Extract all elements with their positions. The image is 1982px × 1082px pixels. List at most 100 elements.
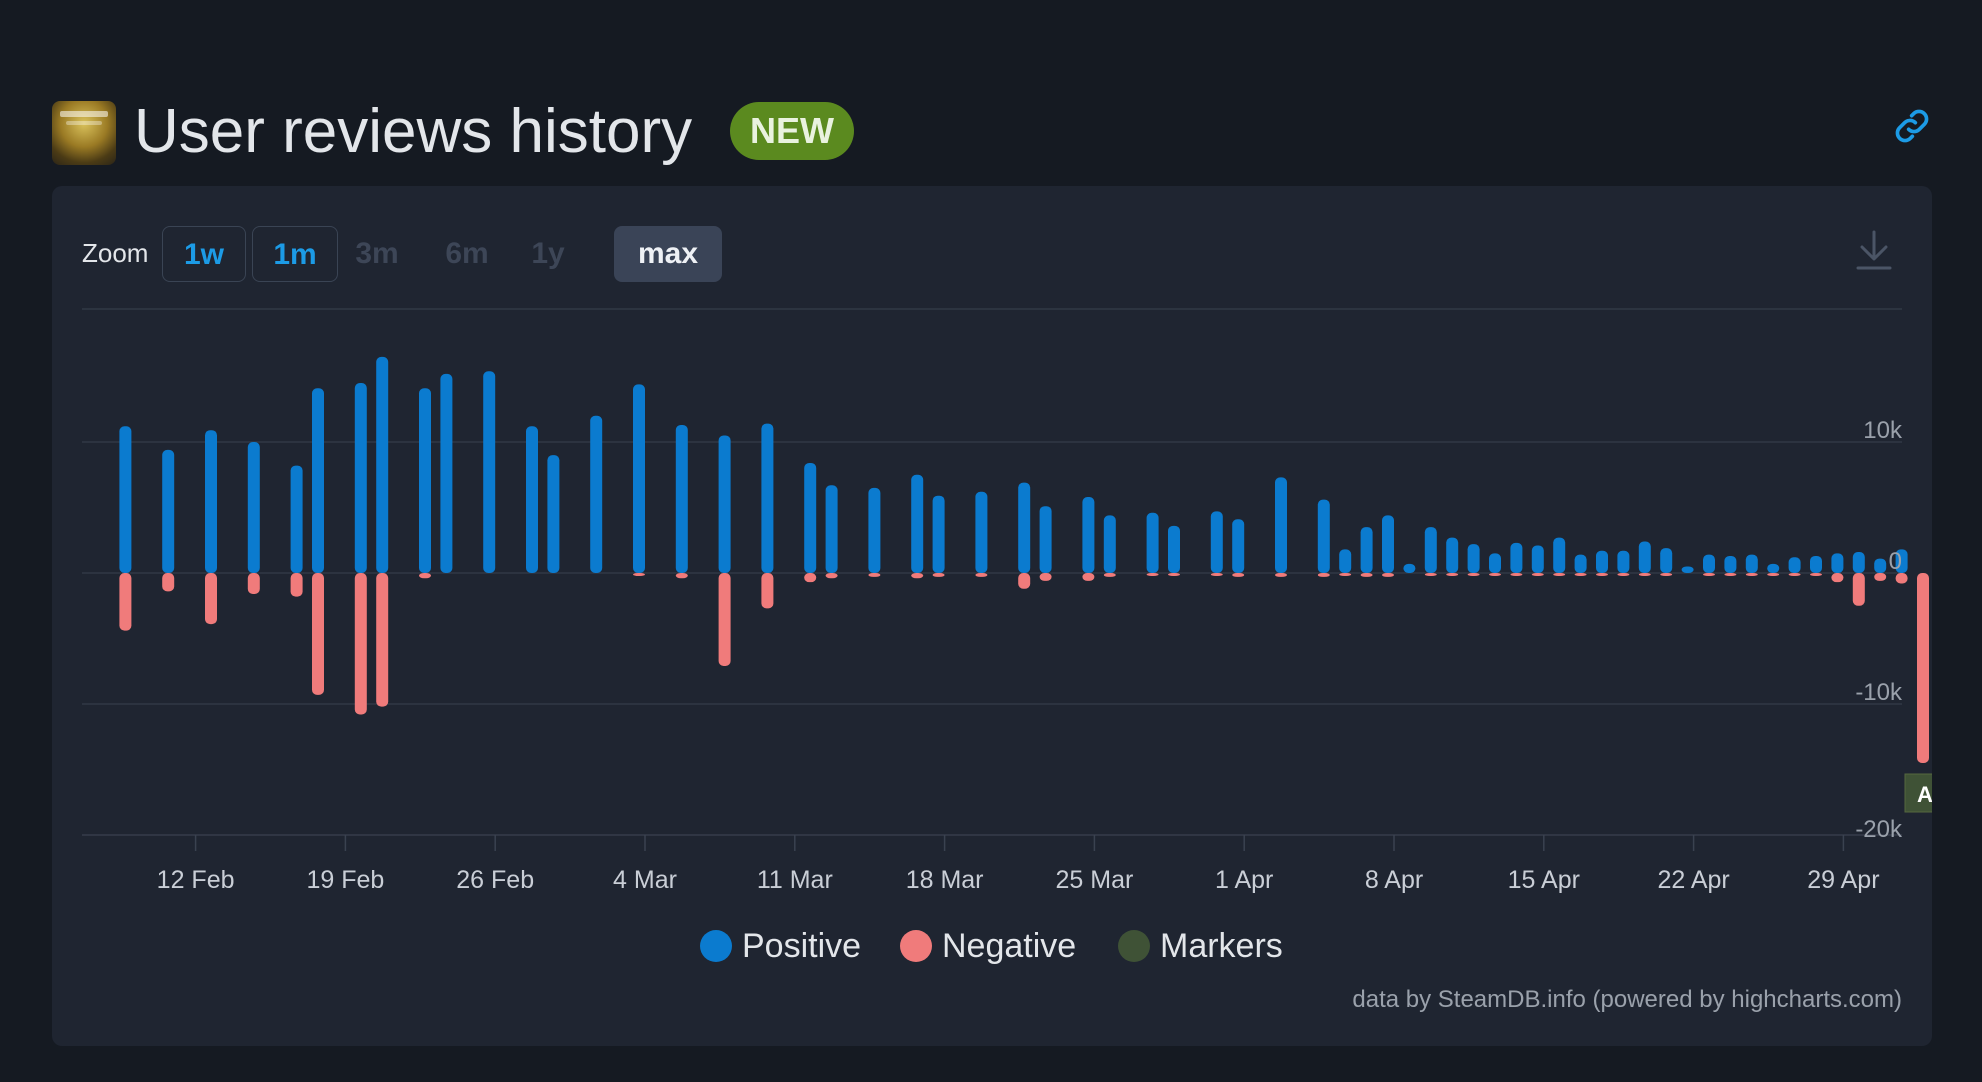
x-tick-label: 29 Apr [1807,866,1879,894]
negative-bar [376,573,389,707]
negative-bar [1852,573,1865,606]
negative-bar [247,573,260,594]
legend-markers[interactable]: Markers [1118,926,1283,966]
negative-bar [1510,573,1523,576]
negative-bar [290,573,303,597]
positive-bar [119,426,132,573]
legend-negative-label: Negative [942,927,1077,965]
positive-bar [1703,554,1715,573]
link-icon[interactable] [1892,106,1932,146]
zoom-1m-button[interactable]: 1m [252,226,338,282]
positive-bar [932,495,945,573]
y-tick-label: -20k [1855,816,1903,843]
negative-bar [1168,573,1180,576]
x-tick-label: 18 Mar [906,866,984,894]
positive-bar [483,371,496,573]
positive-bar [911,474,924,573]
positive-bar [1210,511,1223,573]
negative-bar [1574,573,1587,576]
zoom-6m-button[interactable]: 6m [445,237,489,270]
positive-bar [440,373,453,573]
negative-bar [911,573,924,579]
negative-bar [1531,573,1544,576]
negative-bar [1831,573,1844,583]
negative-bar [1360,573,1373,577]
positive-bar [1681,566,1694,573]
negative-bar [1917,573,1929,763]
negative-bar [1660,573,1673,576]
negative-bar [1103,573,1116,577]
legend-positive-dot [700,930,732,962]
negative-bar [1467,573,1480,576]
positive-bar [590,415,603,573]
negative-bar [205,573,217,625]
x-tick-label: 8 Apr [1365,866,1423,894]
download-icon[interactable] [1854,228,1894,272]
negative-bar [312,573,324,695]
positive-bar [1403,563,1416,573]
x-tick-label: 1 Apr [1215,866,1273,894]
positive-bar [1489,553,1501,573]
positive-bar [1574,554,1587,573]
reviews-chart: 10k 0 -10k -20k 12 Feb 19 Feb 26 Feb 4 Mar 11 Ma… [82,308,1932,894]
negative-bar [1232,573,1245,577]
negative-bar [1424,573,1437,576]
legend-positive[interactable]: Positive [700,926,861,966]
positive-bar [1424,527,1437,573]
positive-bar [205,430,217,573]
negative-bar [1146,573,1159,576]
positive-bar [1788,557,1801,573]
positive-bar [547,455,560,573]
negative-bar [633,573,645,576]
positive-bar [1831,553,1844,573]
legend-negative[interactable]: Negative [900,926,1076,966]
negative-bar [1446,573,1459,576]
negative-bar [1638,573,1651,576]
negative-bar [1596,573,1608,576]
positive-bar [825,485,838,573]
positive-bar [1168,525,1180,573]
negative-bar [1039,573,1052,581]
negative-bar [1210,573,1223,576]
negative-bar [119,573,132,631]
positive-bar [162,449,175,573]
positive-bar [1339,549,1352,573]
chart-panel: Zoom 1w 1m 3m 6m 1y max 10k 0 -10k -20k 12 F… [52,186,1932,1046]
positive-bar [1767,563,1780,573]
negative-bar [975,573,988,577]
zoom-3m-button[interactable]: 3m [355,237,399,270]
negative-bar [825,573,838,579]
negative-bar [1788,573,1801,576]
x-tick-label: 4 Mar [613,866,677,894]
negative-bar [1874,573,1887,581]
legend-negative-dot [900,930,932,962]
positive-bar [312,388,324,573]
chart-credits[interactable]: data by SteamDB.info (powered by highcha… [1352,986,1902,1013]
negative-bar [1489,573,1501,576]
positive-bar [868,487,881,573]
positive-bar [526,426,538,573]
zoom-1y-button[interactable]: 1y [531,237,565,270]
zoom-label: Zoom [82,238,149,268]
legend: Positive Negative Markers [52,926,1932,966]
x-tick-label: 15 Apr [1508,866,1580,894]
positive-bar [1360,527,1373,573]
game-icon [52,101,116,165]
marker-label: A [1917,782,1932,807]
zoom-max-button[interactable]: max [614,226,722,282]
x-tick-label: 11 Mar [757,866,833,894]
x-tick-label: 12 Feb [157,866,235,894]
x-tick-label: 25 Mar [1055,866,1133,894]
positive-bar [1596,550,1608,573]
negative-bar [804,573,817,583]
positive-bar [1724,555,1737,573]
positive-bar [761,423,774,573]
negative-bar [868,573,881,577]
y-tick-label: -10k [1855,679,1903,706]
zoom-1w-button[interactable]: 1w [162,226,246,282]
positive-bar [290,465,303,573]
negative-bar [932,573,945,577]
positive-bar [1510,542,1523,573]
positive-bar [376,356,389,573]
negative-bar [1082,573,1095,581]
